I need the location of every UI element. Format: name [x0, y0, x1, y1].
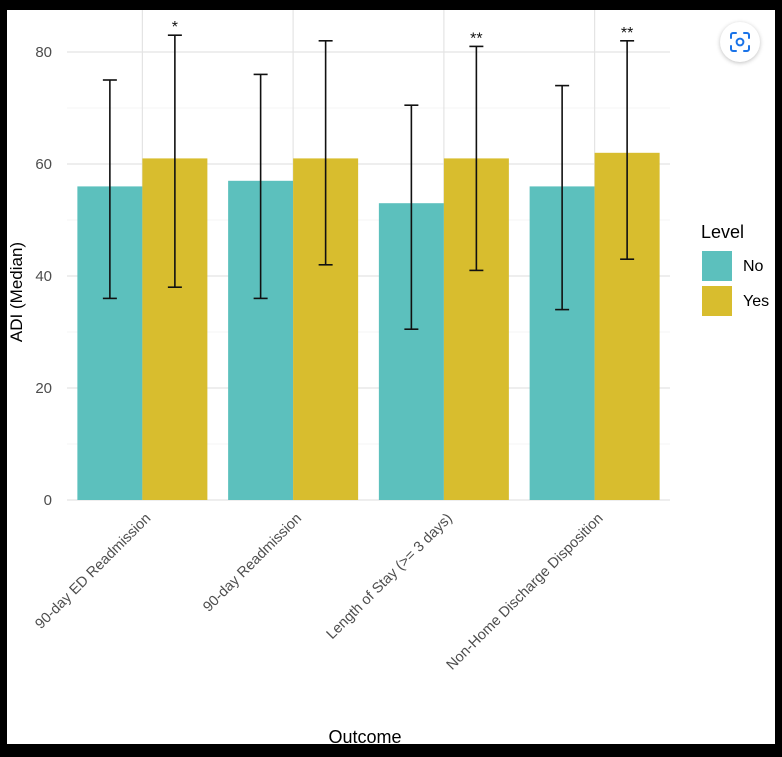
legend-key-yes: [702, 286, 732, 316]
x-tick-label-3: Length of Stay (>= 3 days): [324, 511, 456, 643]
x-tick-labels: 90-day ED Readmission 90-day Readmission L…: [32, 511, 606, 674]
chart-frame: * ** ** 0 20 40 60 80 90-day ED Readmission 90-…: [7, 10, 775, 744]
bars: [77, 152, 660, 501]
error-bar-yes-2: [318, 39, 333, 266]
legend: Level No Yes: [701, 222, 769, 316]
significance-label-3: **: [470, 30, 482, 47]
error-bar-yes-1: [167, 34, 182, 289]
error-bar-yes-3: [469, 45, 484, 272]
y-tick-label: 40: [35, 268, 52, 285]
y-tick-label: 80: [35, 44, 52, 61]
significance-label-4: **: [621, 25, 633, 42]
error-bar-no-1: [102, 79, 117, 300]
significance-annotations: *** **: [172, 19, 634, 47]
error-bar-no-4: [555, 84, 570, 311]
y-tick-labels: 0 20 40 60 80: [35, 44, 52, 509]
error-bar-yes-4: [620, 39, 635, 260]
legend-key-no: [702, 251, 732, 281]
x-axis-label: Outcome: [328, 727, 401, 744]
significance-label-1: *: [172, 19, 178, 36]
x-tick-label-4: Non-Home Discharge Disposition: [444, 511, 607, 674]
x-tick-label-1: 90-day ED Readmission: [32, 511, 154, 633]
legend-title: Level: [701, 222, 744, 242]
legend-label-no: No: [743, 258, 764, 275]
x-tick-label-2: 90-day Readmission: [200, 511, 305, 616]
y-tick-label: 0: [44, 492, 52, 509]
lens-search-icon: [730, 32, 750, 52]
y-axis-label: ADI (Median): [7, 242, 26, 342]
legend-label-yes: Yes: [743, 293, 769, 310]
y-tick-label: 60: [35, 156, 52, 173]
error-bars: [102, 34, 635, 331]
y-tick-label: 20: [35, 380, 52, 397]
error-bar-no-2: [253, 73, 268, 300]
error-bar-no-3: [404, 104, 419, 331]
lens-search-button[interactable]: [720, 22, 760, 62]
